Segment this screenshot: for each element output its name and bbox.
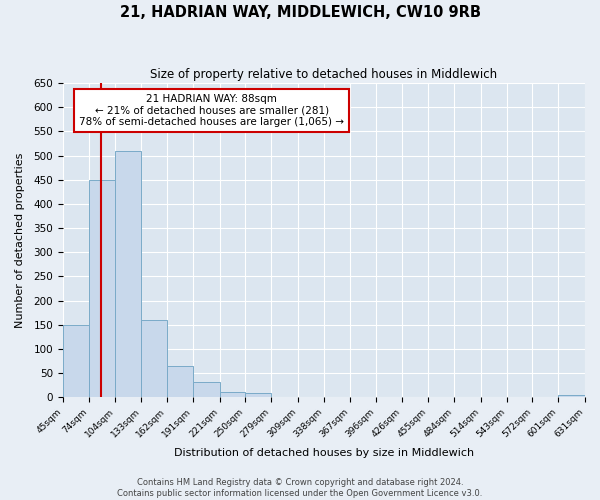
Y-axis label: Number of detached properties: Number of detached properties xyxy=(15,152,25,328)
Bar xyxy=(245,394,271,398)
Bar xyxy=(141,320,167,398)
Text: Contains HM Land Registry data © Crown copyright and database right 2024.
Contai: Contains HM Land Registry data © Crown c… xyxy=(118,478,482,498)
Text: 21 HADRIAN WAY: 88sqm
← 21% of detached houses are smaller (281)
78% of semi-det: 21 HADRIAN WAY: 88sqm ← 21% of detached … xyxy=(79,94,344,128)
Bar xyxy=(115,151,141,398)
Bar xyxy=(558,395,585,398)
Bar xyxy=(193,382,220,398)
Bar xyxy=(167,366,193,398)
Bar xyxy=(63,325,89,398)
Text: 21, HADRIAN WAY, MIDDLEWICH, CW10 9RB: 21, HADRIAN WAY, MIDDLEWICH, CW10 9RB xyxy=(119,5,481,20)
X-axis label: Distribution of detached houses by size in Middlewich: Distribution of detached houses by size … xyxy=(174,448,474,458)
Title: Size of property relative to detached houses in Middlewich: Size of property relative to detached ho… xyxy=(151,68,497,80)
Bar xyxy=(89,180,115,398)
Bar xyxy=(220,392,245,398)
